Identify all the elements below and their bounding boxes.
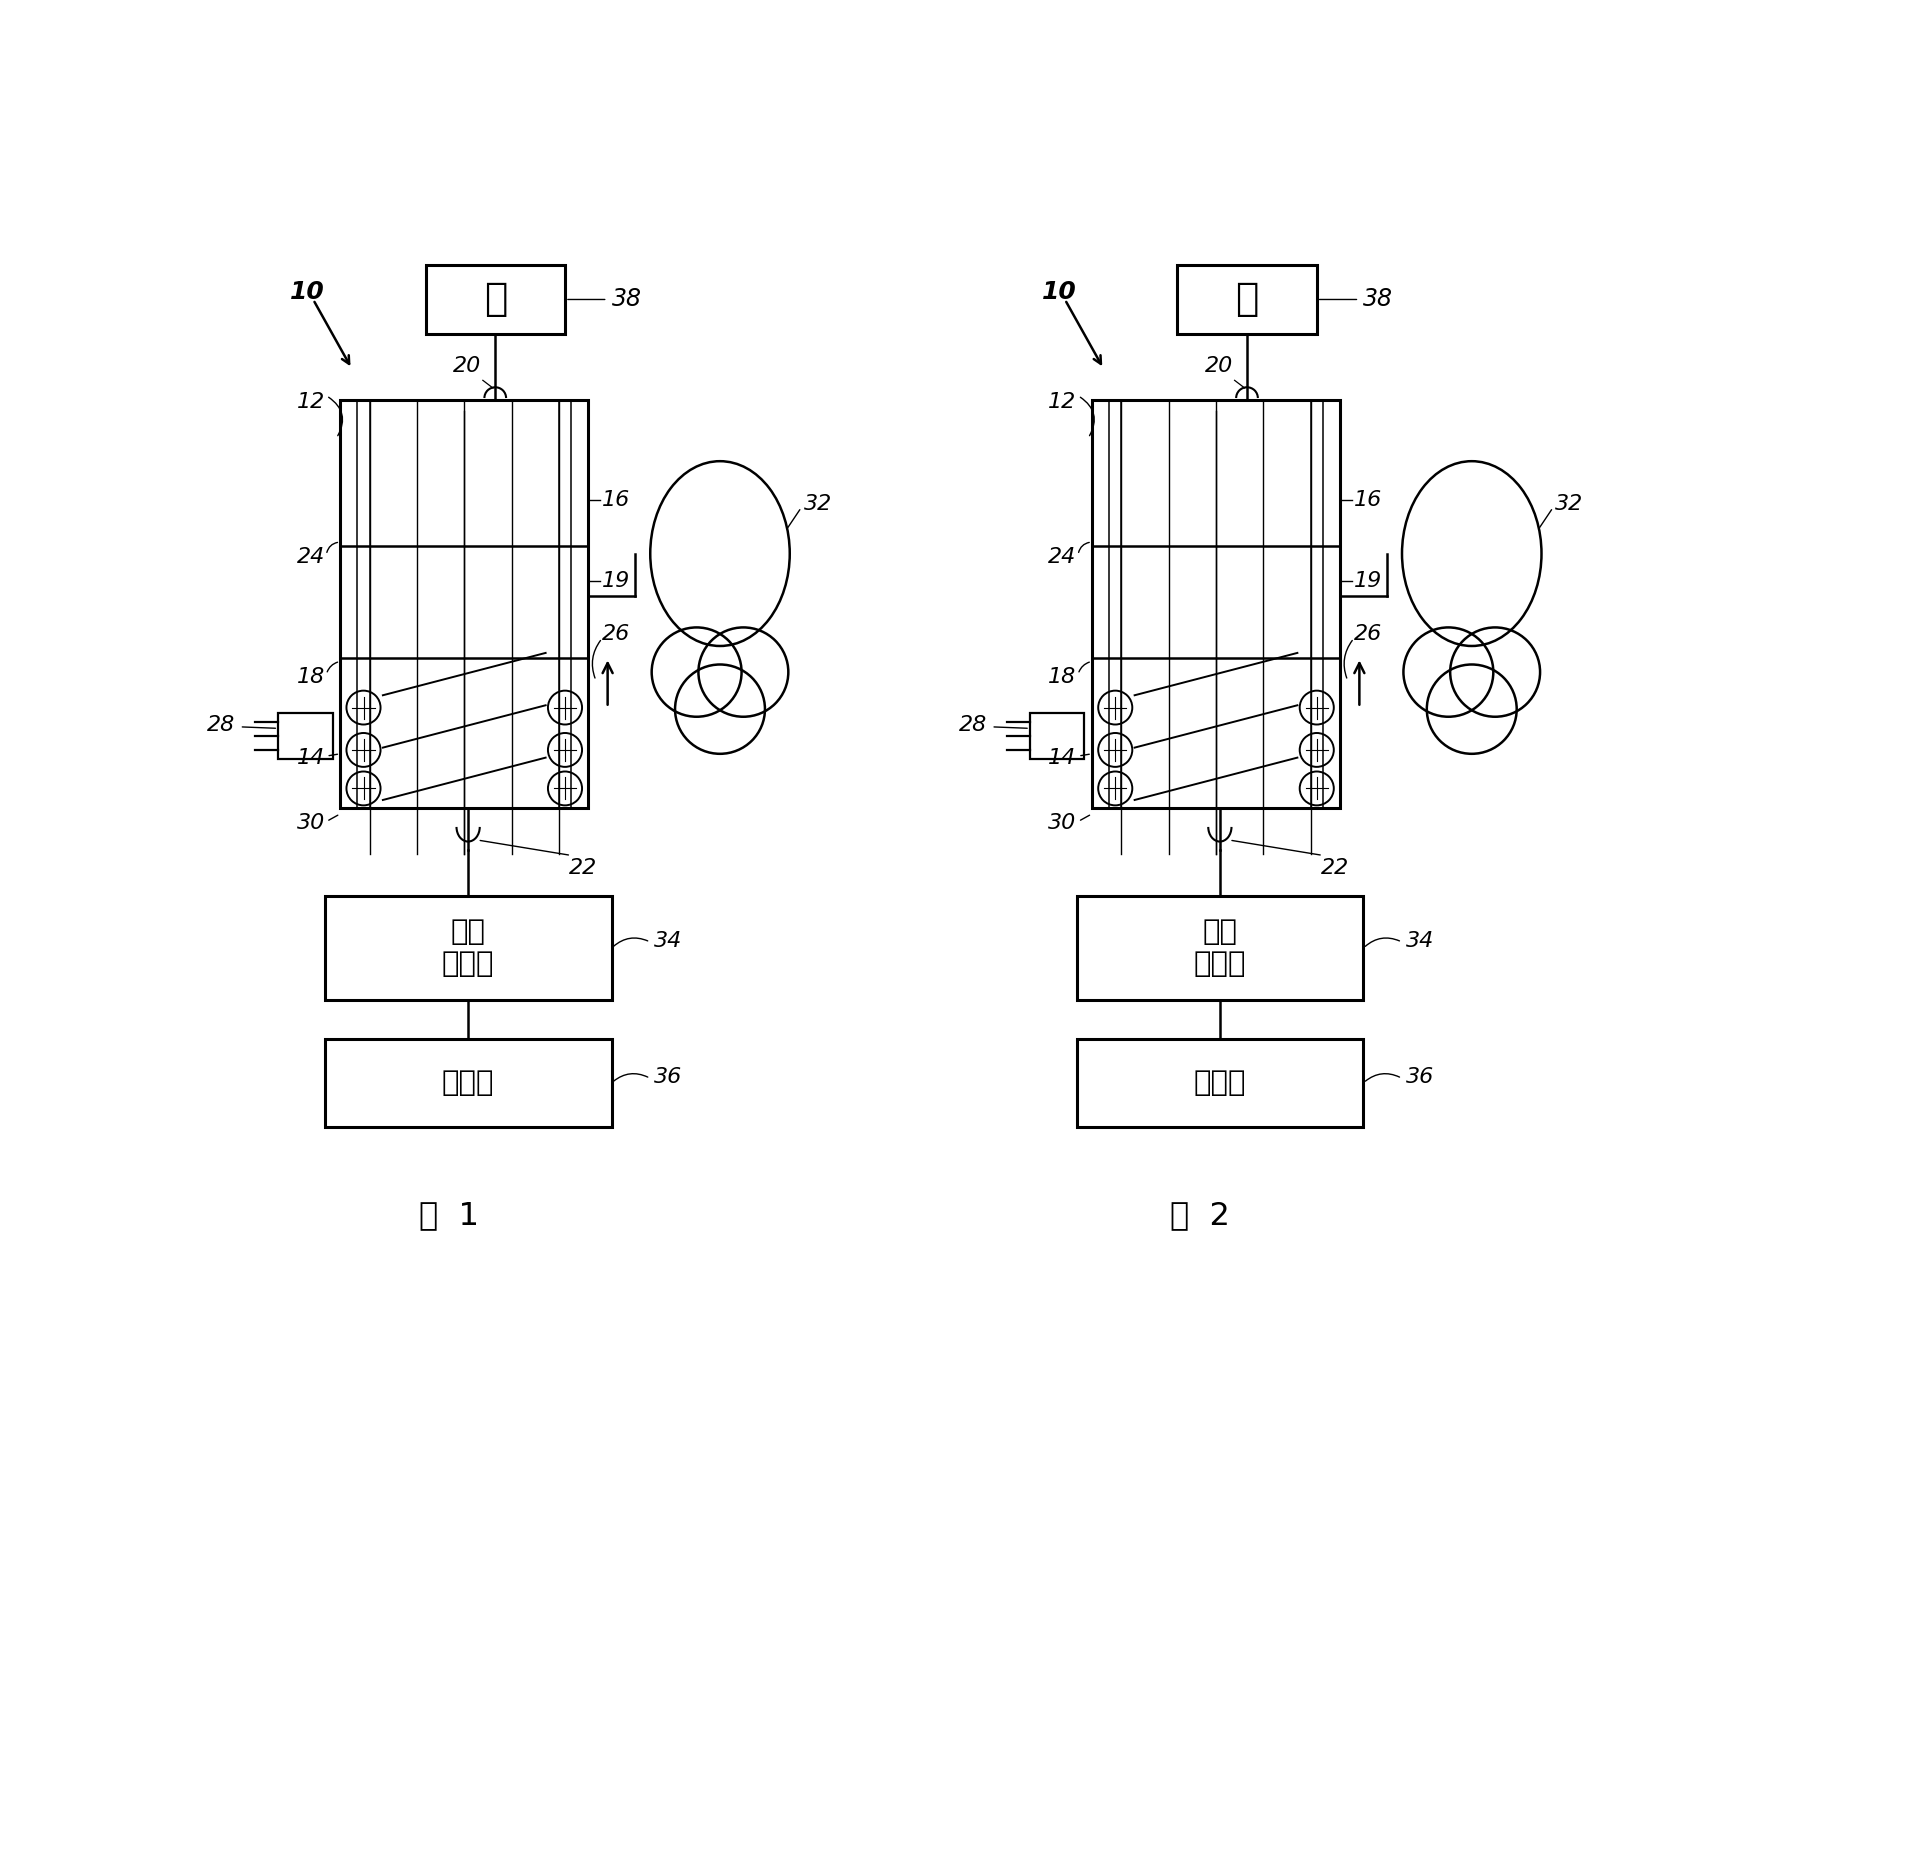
Text: 12: 12 — [1048, 391, 1077, 412]
Text: 泵: 泵 — [1236, 280, 1259, 319]
Text: 26: 26 — [602, 625, 630, 645]
Text: 22: 22 — [1320, 858, 1349, 877]
Text: 20: 20 — [452, 356, 481, 376]
Text: 16: 16 — [1355, 489, 1381, 510]
Text: 闭锁
离合器: 闭锁 离合器 — [443, 918, 494, 979]
Text: 28: 28 — [207, 714, 236, 734]
Text: 18: 18 — [297, 667, 324, 686]
Text: 34: 34 — [1406, 931, 1433, 951]
Bar — [278, 714, 333, 758]
Bar — [1176, 265, 1316, 334]
Text: 14: 14 — [1048, 747, 1077, 768]
Text: 34: 34 — [653, 931, 682, 951]
Text: 12: 12 — [297, 391, 324, 412]
Bar — [1031, 714, 1084, 758]
Text: 36: 36 — [653, 1066, 682, 1086]
Text: 36: 36 — [1406, 1066, 1433, 1086]
Text: 10: 10 — [1042, 280, 1077, 304]
Text: 10: 10 — [289, 280, 324, 304]
Text: 闭锁
离合器: 闭锁 离合器 — [1194, 918, 1245, 979]
Text: 32: 32 — [803, 493, 832, 514]
Text: 22: 22 — [569, 858, 598, 877]
Text: 30: 30 — [1048, 814, 1077, 832]
Text: 28: 28 — [960, 714, 987, 734]
Text: 32: 32 — [1556, 493, 1585, 514]
Text: 38: 38 — [611, 287, 642, 311]
Text: 24: 24 — [297, 547, 324, 567]
Bar — [324, 1038, 611, 1127]
Text: 26: 26 — [1355, 625, 1381, 645]
Text: 控制器: 控制器 — [443, 1070, 494, 1098]
Text: 20: 20 — [1205, 356, 1234, 376]
Text: 18: 18 — [1048, 667, 1077, 686]
Text: 泵: 泵 — [483, 280, 508, 319]
Bar — [324, 895, 611, 999]
Text: 图  2: 图 2 — [1171, 1200, 1230, 1231]
Bar — [1077, 895, 1364, 999]
Text: 24: 24 — [1048, 547, 1077, 567]
Text: 19: 19 — [1355, 571, 1381, 591]
Text: 14: 14 — [297, 747, 324, 768]
Text: 控制器: 控制器 — [1194, 1070, 1245, 1098]
Text: 30: 30 — [297, 814, 324, 832]
Bar — [1077, 1038, 1364, 1127]
Text: 19: 19 — [602, 571, 630, 591]
Text: 16: 16 — [602, 489, 630, 510]
Bar — [1092, 400, 1339, 808]
Bar — [425, 265, 565, 334]
Bar — [341, 400, 588, 808]
Text: 38: 38 — [1364, 287, 1393, 311]
Text: 图  1: 图 1 — [420, 1200, 479, 1231]
